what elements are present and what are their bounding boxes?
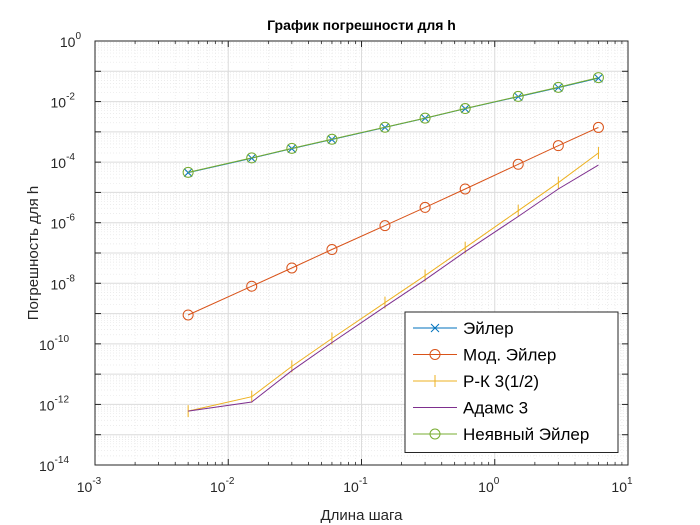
legend-label: Мод. Эйлер [463, 346, 556, 365]
chart-title: График погрешности для h [267, 17, 456, 33]
data-point [594, 73, 603, 83]
legend-label: Неявный Эйлер [463, 425, 589, 444]
y-tick-label: 10-6 [51, 213, 76, 232]
y-tick-label: 10-14 [39, 455, 69, 474]
data-point [552, 140, 564, 152]
data-point [459, 183, 471, 195]
data-point [459, 103, 471, 115]
series-4 [188, 164, 599, 412]
ticks [94, 40, 629, 466]
data-point [512, 90, 524, 102]
legend-marker [429, 428, 441, 440]
x-tick-label: 101 [611, 476, 633, 495]
series-5 [182, 72, 604, 178]
data-point [182, 166, 194, 178]
legend-item: Р-К 3(1/2) [413, 372, 539, 391]
x-tick-label: 10-2 [210, 476, 235, 495]
x-tick-label: 10-3 [77, 476, 102, 495]
series-layer [182, 72, 604, 418]
x-tick-label: 100 [478, 476, 500, 495]
legend-marker [430, 323, 440, 333]
data-point [512, 158, 524, 170]
data-point [326, 244, 338, 256]
series-line [187, 126, 599, 316]
series-line [188, 164, 599, 412]
data-point [182, 309, 194, 321]
y-tick-label: 10-4 [51, 152, 76, 171]
legend: Эйлер Мод. Эйлер Р-К 3(1/2) Адамс 3 Неявный … [404, 311, 619, 453]
data-point [592, 72, 604, 84]
data-point [246, 280, 258, 292]
data-point [183, 168, 193, 177]
data-point [379, 220, 391, 232]
data-point [592, 121, 604, 133]
legend-label: Эйлер [463, 319, 514, 338]
data-point [326, 133, 338, 145]
series-line [187, 77, 599, 173]
y-tick-label: 10-12 [39, 394, 69, 413]
legend-label: Адамс 3 [463, 399, 528, 418]
data-point [246, 152, 258, 164]
legend-item: Мод. Эйлер [413, 346, 556, 365]
x-tick-label: 10-1 [343, 476, 368, 495]
series-2 [182, 121, 604, 321]
data-point [419, 112, 431, 124]
data-point [552, 81, 564, 93]
legend-label: Р-К 3(1/2) [463, 372, 539, 391]
legend-marker [429, 349, 441, 360]
y-tick-label: 10-2 [51, 92, 76, 111]
data-point [419, 201, 431, 213]
legend-item: Неявный Эйлер [413, 425, 589, 444]
x-axis-label: Длина шага [321, 507, 404, 524]
data-point [286, 262, 298, 274]
series-line [187, 152, 599, 412]
y-tick-label: 10-10 [39, 334, 69, 353]
data-point [286, 142, 298, 154]
y-tick-label: 10-8 [51, 273, 76, 292]
y-axis-label: Погрешность для h [25, 186, 42, 320]
data-point [379, 121, 391, 133]
y-tick-label: 100 [60, 31, 82, 50]
legend-box [404, 311, 619, 453]
legend-item: Адамс 3 [413, 399, 528, 418]
legend-item: Эйлер [413, 319, 514, 338]
